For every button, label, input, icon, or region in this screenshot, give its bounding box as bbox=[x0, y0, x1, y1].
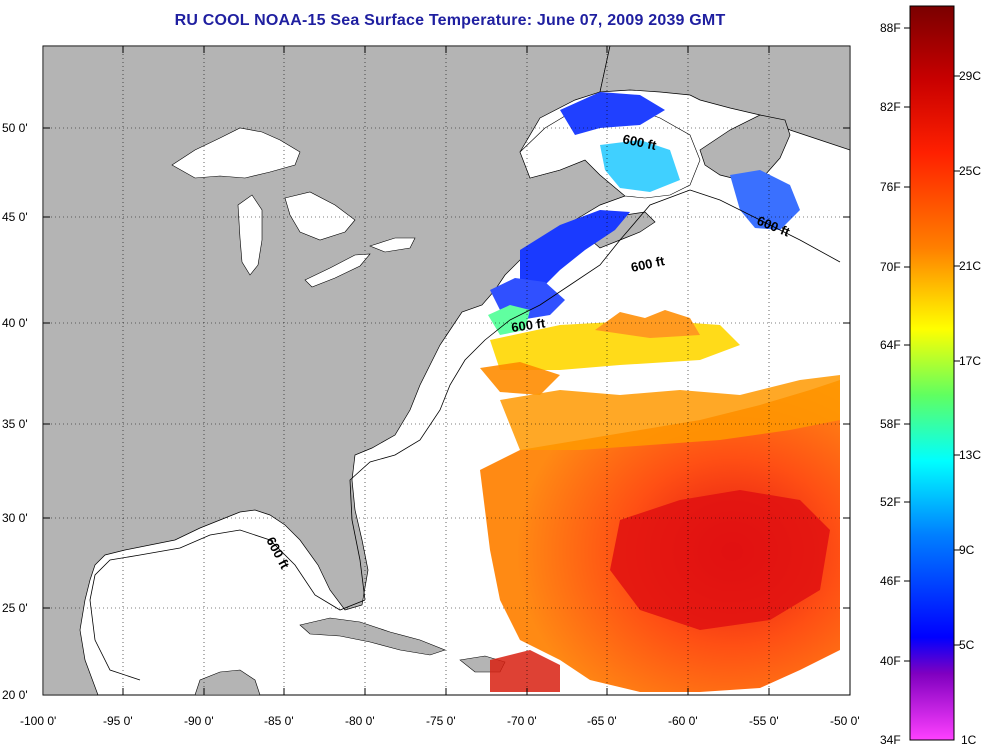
colorbar-f-label: 88F bbox=[880, 21, 901, 35]
labrador-land bbox=[599, 45, 851, 151]
lon-label: -95 0' bbox=[103, 714, 133, 728]
sst-orange-west bbox=[480, 362, 560, 395]
colorbar-f-label: 58F bbox=[880, 417, 901, 431]
lon-label: -65 0' bbox=[587, 714, 617, 728]
sst-green-patch bbox=[488, 305, 530, 335]
lat-label: 25 0' bbox=[2, 601, 28, 615]
colorbar-f-label: 64F bbox=[880, 338, 901, 352]
sst-cold-newfoundland bbox=[730, 170, 800, 230]
frame-ticks bbox=[43, 46, 850, 695]
sst-caribbean bbox=[490, 650, 560, 692]
graticule bbox=[43, 46, 850, 695]
cuba-land bbox=[299, 617, 446, 656]
colorbar-f-label: 40F bbox=[880, 654, 901, 668]
isobath-label: 600 ft bbox=[621, 131, 658, 153]
yucatan-land bbox=[194, 669, 261, 696]
colorbar-c-label: 17C bbox=[959, 354, 982, 368]
colorbar-c-label: 29C bbox=[959, 69, 982, 83]
colorbar-f-label: 82F bbox=[880, 100, 901, 114]
sst-cyan-patch bbox=[600, 140, 680, 192]
isobath-label: 600 ft bbox=[510, 315, 546, 335]
lon-label: -70 0' bbox=[507, 714, 537, 728]
lake-superior bbox=[171, 127, 301, 179]
colorbar-c-label: 9C bbox=[959, 543, 975, 557]
lat-label: 30 0' bbox=[2, 511, 28, 525]
lon-label: -60 0' bbox=[668, 714, 698, 728]
sst-cold-shelf bbox=[520, 210, 630, 300]
colorbar-c-label: 13C bbox=[959, 448, 982, 462]
colorbar-f-label: 46F bbox=[880, 574, 901, 588]
sst-orange-bump bbox=[595, 310, 700, 338]
lat-label: 50 0' bbox=[2, 121, 28, 135]
lake-ontario bbox=[369, 237, 416, 253]
colorbar-f-label: 76F bbox=[880, 180, 901, 194]
colorbar-c-label: 1C bbox=[961, 733, 977, 747]
colorbar-f-label: 52F bbox=[880, 495, 901, 509]
colorbar-ticks bbox=[904, 27, 960, 662]
lat-label: 45 0' bbox=[2, 210, 28, 224]
lon-label: -100 0' bbox=[20, 714, 57, 728]
sst-warm-orange-upper bbox=[500, 375, 840, 450]
colorbar-c-label: 5C bbox=[959, 638, 975, 652]
map-title: RU COOL NOAA-15 Sea Surface Temperature:… bbox=[174, 12, 726, 29]
lon-label: -85 0' bbox=[264, 714, 294, 728]
lon-label: -90 0' bbox=[184, 714, 214, 728]
lake-michigan bbox=[237, 194, 263, 276]
sst-cold-gulf bbox=[560, 92, 665, 135]
lat-label: 35 0' bbox=[2, 417, 28, 431]
colorbar bbox=[909, 5, 955, 741]
lat-label: 20 0' bbox=[2, 688, 28, 702]
lon-label: -55 0' bbox=[749, 714, 779, 728]
isobath-600ft bbox=[89, 189, 841, 681]
colorbar-f-label: 34F bbox=[880, 733, 901, 747]
lake-erie bbox=[304, 253, 371, 288]
sst-red-core bbox=[610, 490, 830, 630]
newfoundland-land bbox=[699, 114, 791, 181]
lon-label: -80 0' bbox=[345, 714, 375, 728]
isobath-label: 600 ft bbox=[630, 253, 667, 275]
colorbar-c-label: 25C bbox=[959, 164, 982, 178]
lat-label: 40 0' bbox=[2, 316, 28, 330]
colorbar-c-label: 21C bbox=[959, 259, 982, 273]
lake-huron bbox=[284, 191, 356, 241]
colorbar-f-label: 70F bbox=[880, 260, 901, 274]
lon-label: -75 0' bbox=[426, 714, 456, 728]
lon-label: -50 0' bbox=[830, 714, 860, 728]
